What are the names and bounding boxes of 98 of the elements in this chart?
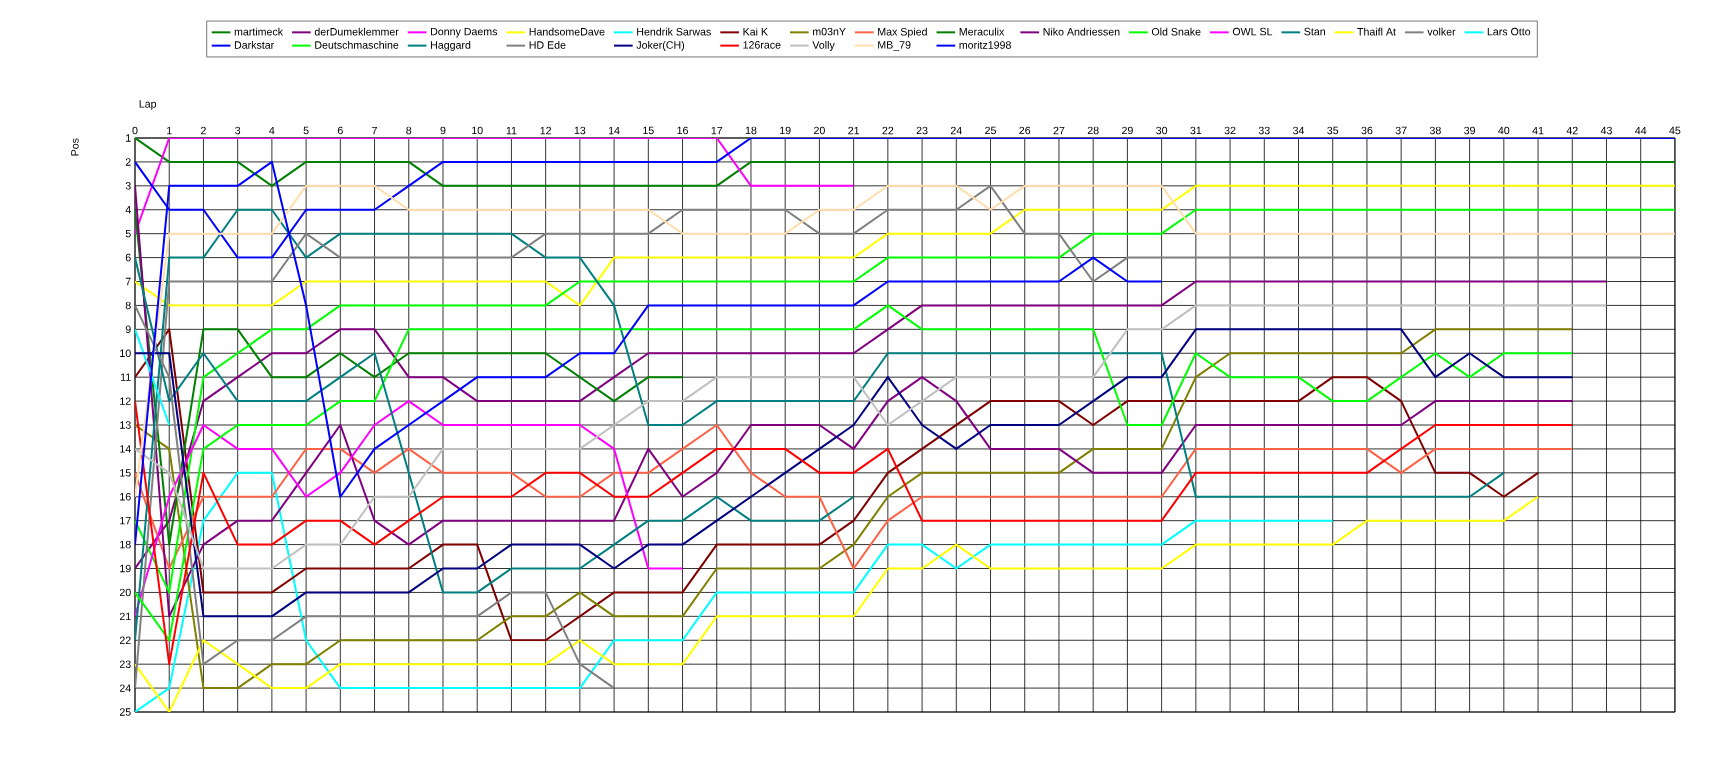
- x-tick-label: 18: [745, 126, 757, 135]
- y-tick-label: 25: [119, 708, 131, 716]
- legend-label: martimeck: [234, 27, 284, 36]
- y-tick-label: 9: [125, 325, 131, 334]
- x-tick-label: 25: [985, 126, 996, 135]
- x-tick-label: 24: [950, 126, 962, 135]
- y-tick-label: 13: [120, 421, 131, 429]
- y-tick-label: 5: [125, 229, 131, 238]
- x-tick-label: 10: [472, 126, 483, 135]
- x-tick-label: 12: [540, 126, 552, 135]
- x-tick-label: 15: [643, 126, 654, 135]
- legend-label: Kai K: [743, 27, 768, 36]
- y-tick-label: 12: [120, 397, 131, 405]
- y-tick-label: 1: [126, 134, 131, 142]
- y-axis-title: Pos: [71, 138, 79, 156]
- x-tick-label: 22: [882, 126, 894, 135]
- legend-label: OWL SL: [1232, 27, 1273, 36]
- x-tick-label: 7: [372, 126, 377, 135]
- x-tick-label: 36: [1361, 126, 1373, 135]
- y-tick-label: 20: [119, 588, 131, 597]
- x-tick-label: 14: [608, 126, 620, 135]
- y-tick-label: 15: [120, 469, 131, 477]
- x-tick-label: 34: [1292, 126, 1305, 135]
- legend-label: Stan: [1304, 27, 1325, 36]
- y-tick-label: 21: [119, 612, 131, 621]
- x-tick-label: 37: [1395, 126, 1407, 135]
- x-tick-label: 21: [848, 126, 860, 135]
- x-tick-label: 16: [677, 126, 688, 135]
- legend-label: Darkstar: [234, 40, 275, 49]
- legend-label: Joker(CH): [636, 40, 685, 51]
- x-tick-label: 11: [506, 126, 517, 135]
- y-tick-label: 3: [125, 182, 131, 190]
- legend-label: moritz1998: [959, 40, 1011, 49]
- x-tick-label: 43: [1600, 126, 1612, 135]
- legend-label: Volly: [812, 40, 835, 51]
- x-tick-label: 8: [406, 126, 412, 135]
- y-tick-label: 2: [125, 158, 131, 166]
- x-tick-label: 3: [235, 126, 241, 135]
- legend-label: Niko Andriessen: [1043, 27, 1120, 36]
- y-tick-label: 17: [120, 517, 131, 525]
- x-tick-label: 42: [1566, 126, 1578, 135]
- x-tick-label: 38: [1429, 126, 1441, 135]
- legend-label: 126race: [743, 41, 781, 49]
- x-tick-label: 9: [440, 126, 446, 135]
- x-tick-label: 1: [167, 126, 172, 135]
- y-tick-label: 24: [119, 684, 131, 692]
- legend-label: Thaifl At: [1357, 27, 1396, 36]
- legend-label: Lars Otto: [1487, 27, 1531, 36]
- y-tick-label: 23: [119, 660, 131, 668]
- y-tick-label: 19: [120, 564, 131, 573]
- y-tick-label: 16: [120, 493, 131, 501]
- x-tick-label: 32: [1224, 126, 1236, 135]
- y-tick-label: 22: [119, 636, 131, 644]
- y-tick-label: 18: [120, 540, 131, 549]
- y-tick-label: 8: [125, 301, 131, 310]
- legend-label: derDumeklemmer: [314, 27, 399, 36]
- x-tick-label: 28: [1087, 126, 1099, 135]
- x-tick-label: 0: [132, 126, 138, 135]
- x-tick-label: 31: [1190, 126, 1202, 135]
- x-tick-label: 41: [1532, 126, 1544, 135]
- x-tick-label: 35: [1327, 126, 1339, 135]
- x-tick-label: 19: [780, 126, 791, 135]
- y-tick-label: 14: [120, 445, 131, 453]
- legend-label: Haggard: [431, 40, 471, 51]
- x-tick-label: 20: [814, 126, 825, 135]
- x-tick-label: 39: [1464, 126, 1475, 135]
- y-tick-label: 10: [120, 349, 131, 358]
- x-tick-label: 5: [303, 126, 309, 135]
- legend-label: Hendrik Sarwas: [637, 27, 711, 36]
- legend-label: HandsomeDave: [529, 27, 605, 36]
- legend-label: Deutschmaschine: [315, 40, 399, 49]
- legend-label: MB_79: [878, 41, 911, 51]
- x-tick-label: 30: [1156, 126, 1168, 135]
- legend-label: HD Ede: [529, 40, 566, 49]
- legend-label: Max Spied: [878, 27, 927, 38]
- y-tick-label: 6: [125, 253, 131, 262]
- y-tick-label: 4: [125, 206, 131, 214]
- legend-label: Old Snake: [1151, 27, 1201, 36]
- legend-label: volker: [1427, 27, 1456, 36]
- x-tick-label: 13: [574, 126, 586, 135]
- x-tick-label: 17: [711, 126, 723, 135]
- x-tick-label: 40: [1498, 126, 1510, 135]
- legend-label: Meraculix: [959, 27, 1005, 36]
- x-tick-label: 2: [201, 126, 206, 135]
- x-tick-label: 27: [1053, 126, 1065, 135]
- x-tick-label: 6: [337, 126, 343, 135]
- y-tick-label: 11: [120, 373, 131, 381]
- y-tick-label: 7: [125, 277, 131, 286]
- x-axis-title: Lap: [139, 100, 157, 110]
- x-tick-label: 23: [916, 126, 928, 135]
- x-tick-label: 26: [1019, 126, 1031, 135]
- x-tick-label: 33: [1258, 126, 1270, 135]
- x-tick-label: 4: [269, 126, 275, 135]
- legend-label: m03nY: [813, 27, 846, 36]
- x-tick-label: 45: [1669, 126, 1681, 135]
- x-tick-label: 29: [1122, 126, 1133, 135]
- x-tick-label: 44: [1635, 126, 1647, 135]
- legend-label: Donny Daems: [431, 27, 498, 38]
